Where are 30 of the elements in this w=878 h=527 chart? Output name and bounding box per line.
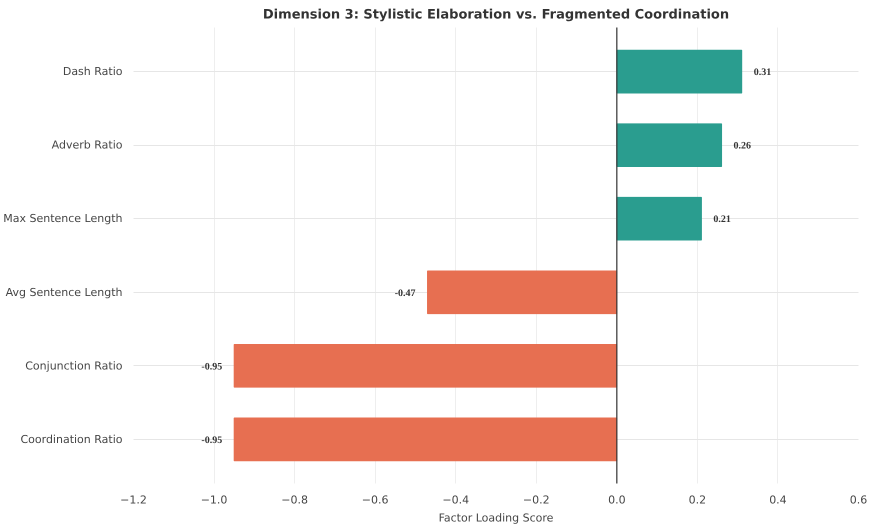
x-tick-label: 0.0 — [608, 494, 626, 506]
data-label: 0.31 — [754, 67, 772, 78]
y-tick-label: Conjunction Ratio — [25, 359, 123, 372]
bar — [616, 196, 702, 241]
x-axis-title: Factor Loading Score — [438, 512, 554, 524]
bar — [427, 270, 618, 314]
bar — [616, 50, 742, 94]
y-tick-label: Max Sentence Length — [3, 212, 123, 226]
x-tick-label: 0.2 — [688, 494, 706, 506]
y-tick-label: Dash Ratio — [62, 65, 123, 78]
data-label: -0.47 — [394, 288, 416, 299]
chart-title: Dimension 3: Stylistic Elaboration vs. Fragmented Coordination — [262, 8, 730, 22]
x-tick-label: −1.2 — [120, 494, 147, 506]
data-label: 0.26 — [734, 140, 752, 152]
x-tick-label: 0.4 — [769, 494, 787, 506]
y-tick-label: Avg Sentence Length — [6, 286, 123, 299]
x-tick-label: −1.0 — [200, 494, 228, 506]
y-tick-label: Coordination Ratio — [20, 432, 123, 446]
x-tick-label: −0.2 — [522, 494, 550, 506]
x-tick-label: 0.6 — [850, 494, 868, 506]
data-label: -0.95 — [201, 361, 222, 372]
x-tick-label: −0.6 — [362, 494, 389, 506]
data-label: -0.95 — [201, 434, 222, 446]
y-tick-label: Adverb Ratio — [52, 138, 123, 152]
bar — [234, 418, 618, 462]
bar — [234, 344, 618, 388]
x-tick-label: −0.4 — [442, 494, 470, 506]
x-tick-label: −0.8 — [281, 494, 308, 506]
bar — [616, 123, 722, 168]
data-label: 0.21 — [713, 214, 731, 226]
